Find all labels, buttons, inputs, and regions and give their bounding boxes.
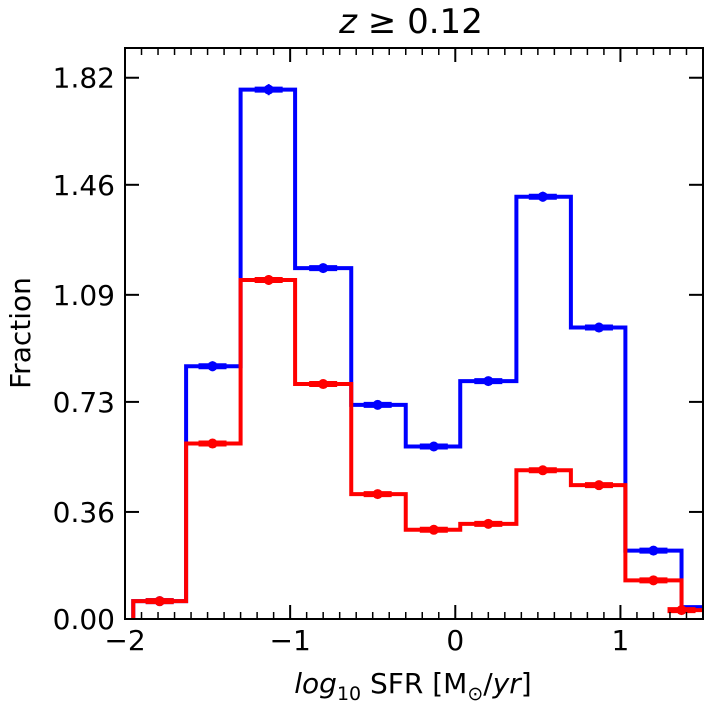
chart-title: z ≥ 0.12 <box>338 2 483 42</box>
series-red-point-8 <box>593 480 604 491</box>
series-red <box>131 274 703 619</box>
series-red-step-line <box>131 277 703 619</box>
series-layer <box>131 84 703 619</box>
x-tick-label-2: 0 <box>446 624 464 657</box>
x-tick-label-1: −1 <box>270 624 311 657</box>
series-red-point-2 <box>263 274 274 285</box>
series-red-point-7 <box>537 465 548 476</box>
series-red-point-9 <box>648 575 659 586</box>
series-red-point-10 <box>676 605 687 616</box>
series-blue-point-7 <box>537 191 548 202</box>
series-blue-point-1 <box>207 361 218 372</box>
x-tick-label-0: −2 <box>104 624 145 657</box>
series-red-point-5 <box>428 524 439 535</box>
x-axis-label: log10 SFR [M⊙/yr] <box>294 667 531 705</box>
series-blue-point-5 <box>428 441 439 452</box>
x-tick-label-3: 1 <box>612 624 630 657</box>
series-blue <box>131 84 703 619</box>
series-blue-point-2 <box>263 84 274 95</box>
plot-frame <box>124 47 704 620</box>
tick-layer: −2 −1 0 1 0.00 0.36 0.73 1.09 1.46 1.82 <box>53 48 704 657</box>
y-tick-label-3: 1.09 <box>53 279 115 312</box>
y-tick-label-0: 0.00 <box>53 603 115 636</box>
series-red-point-0 <box>154 596 165 607</box>
series-blue-step-line <box>131 87 703 619</box>
y-tick-label-5: 1.82 <box>53 62 115 95</box>
series-blue-point-4 <box>372 399 383 410</box>
y-tick-label-4: 1.46 <box>53 169 115 202</box>
y-axis-label: Fraction <box>4 277 37 389</box>
series-red-point-4 <box>372 489 383 500</box>
series-red-point-3 <box>318 379 329 390</box>
series-blue-point-9 <box>648 545 659 556</box>
series-red-point-1 <box>207 438 218 449</box>
y-tick-label-1: 0.36 <box>53 496 115 529</box>
series-red-point-6 <box>483 518 494 529</box>
series-blue-point-6 <box>483 376 494 387</box>
series-blue-point-8 <box>593 322 604 333</box>
y-tick-label-2: 0.73 <box>53 386 115 419</box>
series-blue-point-3 <box>318 263 329 274</box>
